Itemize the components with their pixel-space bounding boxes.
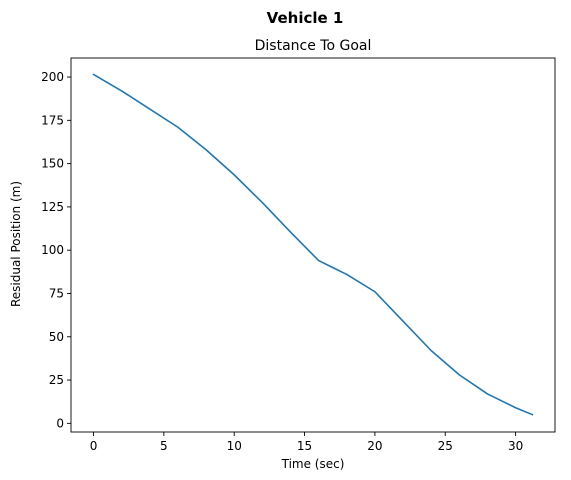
y-tick-label: 50 [49,330,64,344]
figure-suptitle: Vehicle 1 [267,9,344,27]
y-axis-label: Residual Position (m) [9,181,23,307]
y-tick-label: 75 [49,286,64,300]
y-tick-label: 150 [41,157,64,171]
x-tick-label: 15 [297,439,312,453]
x-tick-label: 25 [438,439,453,453]
chart-title: Distance To Goal [255,38,372,54]
y-tick-label: 200 [41,70,64,84]
y-tick-label: 25 [49,373,64,387]
y-tick-label: 0 [56,416,64,430]
x-axis-label: Time (sec) [281,457,345,471]
x-tick-label: 30 [508,439,523,453]
series-line-0 [92,73,534,416]
x-tick-label: 0 [90,439,98,453]
y-tick-label: 175 [41,113,64,127]
x-tick-label: 5 [160,439,168,453]
plot-area: 0 5 10 15 20 25 30 0 25 50 75 100 125 150 175 200 [41,57,556,453]
y-tick-label: 125 [41,200,64,214]
axes-frame [70,57,556,433]
x-tick-label: 20 [367,439,382,453]
x-tick-label: 10 [227,439,242,453]
y-tick-label: 100 [41,243,64,257]
